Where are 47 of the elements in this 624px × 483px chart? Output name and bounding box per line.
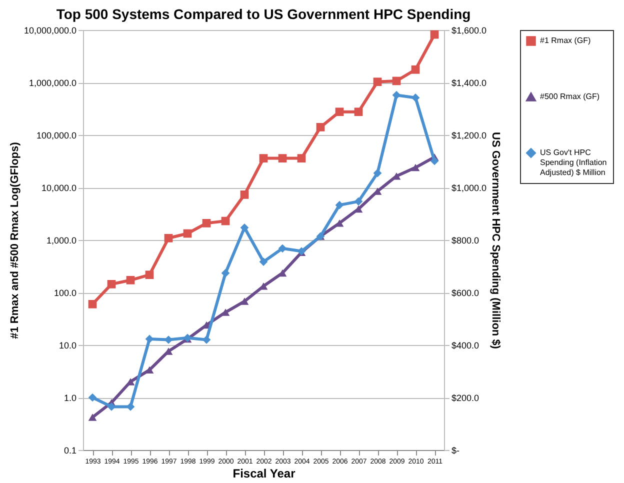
- point: [145, 270, 154, 280]
- y-tick-label: 10,000.0: [41, 183, 76, 193]
- y2-tick-label: $200.0: [452, 393, 480, 403]
- legend-label: #500 Rmax (GF): [540, 92, 600, 101]
- point: [164, 234, 173, 242]
- point: [259, 154, 268, 162]
- point: [202, 219, 211, 228]
- y2-tick-label: $1,400.0: [452, 78, 487, 88]
- y2-tick-label: $800.0: [452, 236, 480, 246]
- point: [335, 108, 344, 116]
- y-tick-label: 100,000.0: [36, 130, 76, 140]
- y-tick-label: 1.0: [64, 393, 76, 403]
- point: [240, 298, 249, 305]
- point: [297, 154, 306, 162]
- point: [354, 108, 363, 116]
- point: [240, 190, 249, 199]
- y-tick-label: 0.1: [64, 446, 76, 456]
- point: [430, 30, 439, 39]
- y2-tick-label: $400.0: [452, 340, 480, 350]
- y-tick-label: 1,000,000.0: [28, 78, 76, 88]
- y-tick-label: 100.0: [54, 288, 76, 298]
- chart-title: Top 500 Systems Compared to US Government HPC Spending: [56, 6, 471, 22]
- y-axis-title: #1 Rmax and #500 Rmax Log(GFlops): [8, 142, 21, 339]
- y2-tick-label: $1,600.0: [452, 26, 487, 36]
- point: [183, 229, 192, 238]
- point: [126, 276, 135, 284]
- y2-axis-title: US Government HPC Spending (Million $): [490, 132, 502, 350]
- y2-tick-label: $-: [452, 446, 460, 456]
- point: [107, 280, 116, 288]
- point: [88, 414, 97, 421]
- point: [221, 216, 230, 226]
- y-tick-label: 10.0: [58, 340, 76, 350]
- legend-label: #1 Rmax (GF): [540, 36, 592, 45]
- point: [411, 65, 420, 74]
- legend-label: US Gov't HPC Spending (Inflation Adjusted) $ Million: [540, 148, 607, 177]
- y2-tick-label: $1,000.0: [452, 183, 487, 193]
- point: [411, 164, 420, 172]
- y2-tick-label: $1,200.0: [452, 130, 487, 140]
- point: [316, 122, 325, 132]
- y-tick-label: 1,000.0: [46, 236, 76, 246]
- point: [373, 78, 382, 86]
- y-tick-label: 10,000,000.0: [24, 26, 76, 36]
- point: [392, 76, 401, 86]
- x-axis-title: Fiscal Year: [232, 466, 296, 480]
- point: [278, 154, 287, 162]
- y2-tick-label: $600.0: [452, 288, 480, 298]
- point: [88, 300, 97, 308]
